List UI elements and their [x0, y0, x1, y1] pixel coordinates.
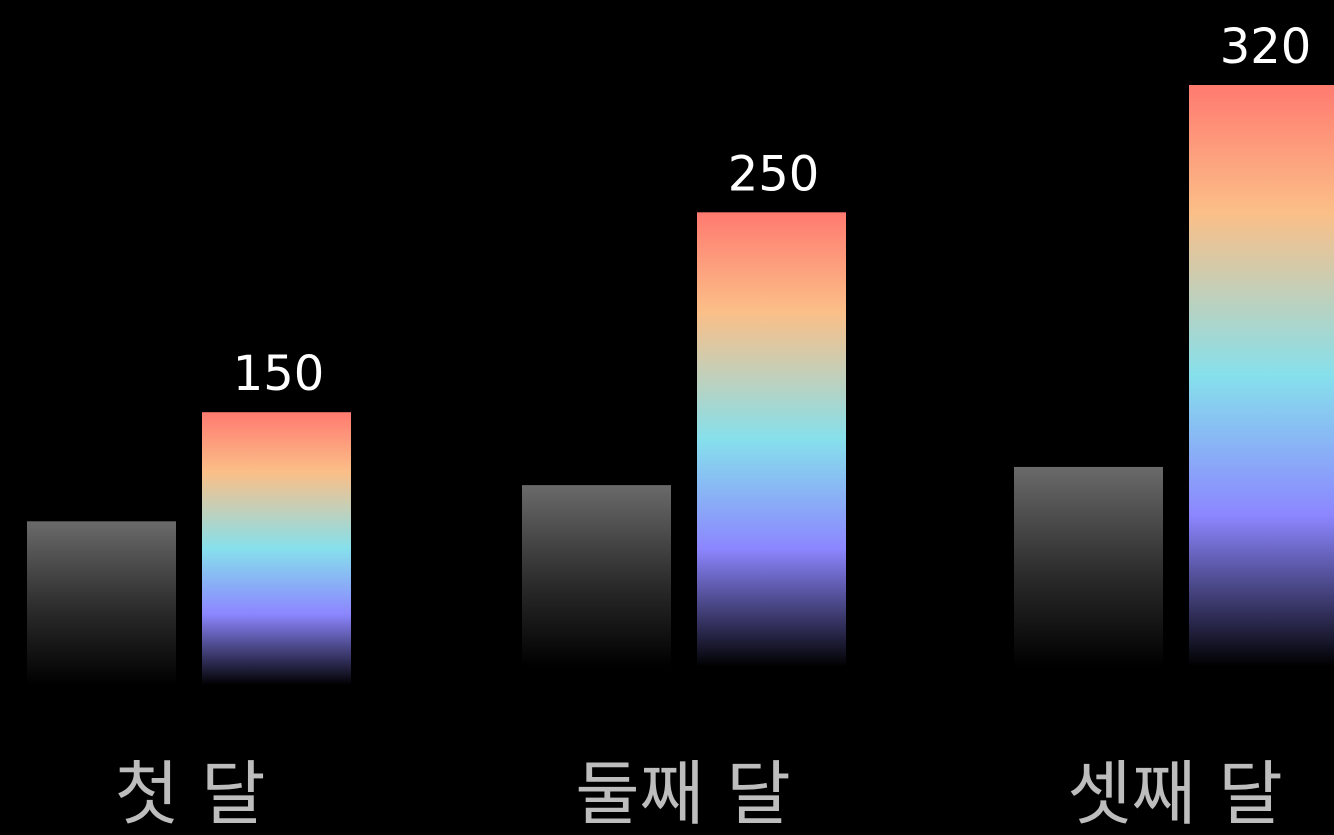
bars-layer — [27, 85, 1334, 685]
category-label: 첫 달 — [114, 753, 265, 830]
value-bar — [697, 212, 846, 667]
labels-layer: 150 첫 달 250 둘째 달 320 셋째 달 — [114, 19, 1312, 835]
baseline-bar — [1014, 466, 1163, 667]
category-label: 셋째 달 — [1067, 753, 1282, 830]
data-label: 150 — [233, 346, 325, 402]
data-label: 250 — [728, 146, 820, 202]
baseline-bar — [522, 485, 671, 667]
baseline-bar — [27, 521, 176, 685]
value-bar — [1189, 85, 1334, 667]
data-label: 320 — [1220, 19, 1312, 75]
value-bar — [202, 412, 351, 685]
category-label: 둘째 달 — [575, 753, 790, 830]
